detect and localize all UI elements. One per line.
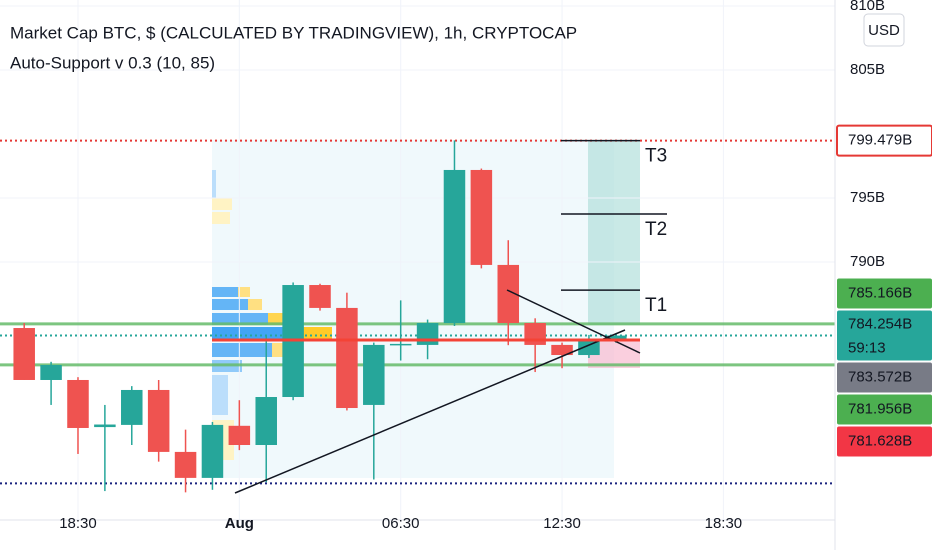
indicator-label: Auto-Support v 0.3 (10, 85) (10, 53, 215, 72)
candle-body (255, 397, 277, 446)
candle-body (605, 335, 627, 341)
currency-button[interactable] (863, 13, 905, 47)
candle-body (309, 285, 331, 308)
profit-zone (588, 140, 640, 325)
price-label: 799.479B (848, 132, 912, 149)
candle-body (67, 379, 89, 428)
candle-body (228, 425, 251, 446)
x-tick-label: 18:30 (59, 515, 97, 532)
chart-title: Market Cap BTC, $ (CALCULATED BY TRADING… (10, 23, 577, 42)
x-tick-label: 12:30 (543, 515, 581, 532)
candle-body (147, 389, 170, 452)
candle-body (470, 169, 493, 265)
y-tick-label: 795B (850, 189, 885, 206)
vp-bar (212, 198, 232, 210)
price-label-box (837, 278, 932, 309)
price-label-box (837, 426, 932, 457)
vp-bar (248, 299, 262, 310)
vp-bar (212, 212, 230, 224)
vp-bar (212, 313, 268, 325)
target-label: T1 (645, 295, 667, 316)
candle-body (389, 343, 412, 346)
price-label: 781.628B (848, 432, 912, 449)
candle-body (94, 424, 116, 428)
price-label: 781.956B (848, 400, 912, 417)
price-label: 785.166B (848, 284, 912, 301)
vp-bar (212, 170, 216, 200)
target-label: T3 (645, 146, 667, 167)
candle-body (416, 323, 439, 345)
x-tick-label: 18:30 (705, 515, 743, 532)
trend-line (506, 289, 641, 354)
vp-bar (212, 343, 272, 357)
vp-bar (212, 299, 248, 310)
candle-body (497, 264, 520, 324)
candle-body (40, 365, 62, 380)
candle-body (174, 451, 197, 478)
x-tick-label: Aug (225, 515, 254, 532)
currency-label[interactable]: USD (868, 22, 900, 39)
price-label-box (837, 394, 932, 425)
y-tick-label: 790B (850, 253, 885, 270)
vp-bar (238, 287, 250, 297)
price-label: 783.572B (848, 368, 912, 385)
vp-bar (212, 327, 292, 341)
price-label-box (836, 124, 932, 157)
candle-body (443, 169, 466, 324)
price-label-box (837, 362, 932, 393)
candle-body (578, 339, 600, 356)
countdown: 59:13 (848, 339, 886, 356)
trend-line (234, 329, 626, 494)
price-label-box (837, 310, 932, 361)
y-tick-label: 805B (850, 61, 885, 78)
target-label: T2 (645, 219, 667, 240)
y-tick-label: 810B (850, 0, 885, 14)
vp-bar (212, 287, 238, 297)
candle-body (13, 328, 35, 380)
candle-body (551, 344, 573, 356)
vp-bar (212, 375, 228, 415)
candle-body (363, 344, 385, 405)
candle-body (524, 323, 546, 345)
candle-body (121, 389, 143, 425)
candle-body (201, 424, 224, 478)
candle-body (336, 307, 358, 409)
price-label: 784.254B (848, 315, 912, 332)
x-tick-label: 06:30 (382, 515, 420, 532)
